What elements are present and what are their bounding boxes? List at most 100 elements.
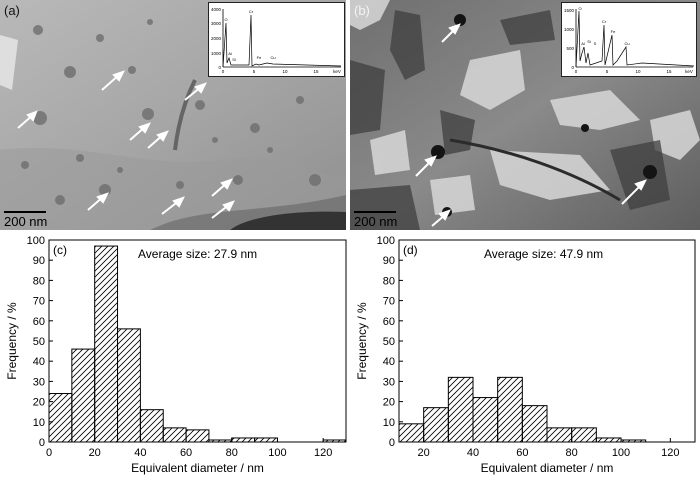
average-size-annotation: Average size: 27.9 nm bbox=[138, 247, 257, 261]
average-size-annotation: Average size: 47.9 nm bbox=[484, 247, 603, 261]
panel-label-b: (b) bbox=[354, 3, 370, 18]
x-tick-label: 60 bbox=[180, 447, 192, 459]
y-tick-label: 80 bbox=[383, 275, 395, 287]
y-tick-label: 10 bbox=[33, 417, 45, 429]
eds-a-peak: Cu bbox=[270, 55, 275, 60]
eds-spectrum-inset-a: 0 1000 2000 3000 4000 0 5 10 15 keV O Al… bbox=[208, 2, 345, 77]
eds-b-x-tick: keV bbox=[685, 69, 693, 74]
eds-b-peak: O bbox=[578, 6, 581, 11]
histogram-bar bbox=[497, 376, 523, 443]
eds-a-x-tick: 5 bbox=[253, 69, 256, 74]
y-tick-label: 50 bbox=[383, 336, 395, 348]
x-tick-label: 20 bbox=[89, 447, 101, 459]
y-tick-label: 100 bbox=[27, 235, 45, 247]
scale-bar-line bbox=[354, 211, 396, 213]
eds-b-y-tick: 1000 bbox=[564, 27, 575, 32]
eds-a-peak: O bbox=[224, 17, 227, 22]
y-tick-label: 90 bbox=[33, 255, 45, 267]
eds-b-x-tick: 0 bbox=[575, 69, 578, 74]
y-tick-label: 40 bbox=[33, 356, 45, 368]
y-tick-label: 0 bbox=[39, 437, 45, 449]
histogram-bar bbox=[423, 407, 449, 443]
micrograph-b: 0 500 1000 1500 0 5 10 15 keV O Al Si S … bbox=[350, 0, 700, 230]
histogram-bar bbox=[571, 427, 597, 443]
eds-b-peak: Cr bbox=[602, 19, 607, 24]
y-tick-label: 40 bbox=[383, 356, 395, 368]
eds-b-x-tick: 10 bbox=[635, 69, 641, 74]
eds-a-peak: Cr bbox=[249, 9, 254, 14]
eds-a-y-tick: 2000 bbox=[211, 36, 222, 41]
histogram-bar bbox=[254, 437, 278, 443]
y-tick-label: 20 bbox=[383, 397, 395, 409]
panel-label: (d) bbox=[403, 243, 418, 257]
eds-b-y-tick: 1500 bbox=[564, 8, 575, 13]
scale-bar-label: 200 nm bbox=[4, 214, 48, 229]
eds-a-x-tick: keV bbox=[333, 69, 341, 74]
y-tick-label: 100 bbox=[377, 235, 395, 247]
x-tick-label: 20 bbox=[418, 447, 430, 459]
histogram-bar bbox=[447, 376, 474, 443]
eds-b-x-tick: 15 bbox=[666, 69, 672, 74]
histogram-bar bbox=[398, 423, 425, 443]
y-tick-label: 30 bbox=[383, 376, 395, 388]
eds-a-x-tick: 10 bbox=[282, 69, 288, 74]
eds-spectrum-inset-b: 0 500 1000 1500 0 5 10 15 keV O Al Si S … bbox=[561, 2, 697, 77]
y-axis-label: Frequency / % bbox=[355, 302, 369, 380]
histogram-bar bbox=[472, 397, 499, 443]
scale-bar-b: 200 nm bbox=[354, 211, 397, 229]
eds-a-y-tick: 3000 bbox=[211, 21, 222, 26]
y-tick-label: 60 bbox=[383, 316, 395, 328]
eds-a-y-tick: 0 bbox=[218, 65, 221, 70]
x-tick-label: 40 bbox=[467, 447, 479, 459]
x-tick-label: 100 bbox=[612, 447, 630, 459]
eds-a-x-tick: 0 bbox=[222, 69, 225, 74]
scale-bar-label: 200 nm bbox=[354, 214, 398, 229]
histogram-bar bbox=[117, 328, 141, 443]
histogram-c: 0 10 20 30 40 50 60 70 80 90 100 0 20 40 60 80 100 120 Equ… bbox=[0, 234, 350, 478]
eds-b-x-tick: 5 bbox=[606, 69, 609, 74]
y-tick-label: 10 bbox=[383, 417, 395, 429]
x-tick-label: 120 bbox=[661, 447, 679, 459]
eds-a-peak: Al bbox=[228, 51, 232, 56]
eds-b-y-tick: 0 bbox=[571, 65, 574, 70]
histogram-bar bbox=[546, 427, 573, 443]
micrograph-a: 0 1000 2000 3000 4000 0 5 10 15 keV O Al… bbox=[0, 0, 346, 230]
histogram-bar bbox=[71, 348, 96, 443]
y-tick-label: 70 bbox=[383, 296, 395, 308]
y-tick-label: 0 bbox=[389, 437, 395, 449]
x-tick-label: 80 bbox=[226, 447, 238, 459]
x-axis-label: Equivalent diameter / nm bbox=[131, 461, 264, 475]
x-tick-label: 80 bbox=[566, 447, 578, 459]
y-tick-label: 60 bbox=[33, 316, 45, 328]
histogram-bar bbox=[48, 393, 73, 443]
histogram-bar bbox=[521, 405, 548, 443]
particle-arrows-b bbox=[415, 23, 647, 227]
eds-b-peak: S bbox=[594, 41, 597, 46]
y-tick-label: 70 bbox=[33, 296, 45, 308]
histogram-bar bbox=[139, 409, 164, 443]
histogram-bar bbox=[231, 437, 256, 443]
scale-bar-line bbox=[4, 211, 46, 213]
histogram-bar bbox=[162, 427, 187, 443]
histogram-bar bbox=[595, 437, 622, 443]
particle-arrows-a bbox=[17, 70, 235, 219]
x-tick-label: 0 bbox=[46, 447, 52, 459]
eds-a-y-tick: 1000 bbox=[211, 51, 222, 56]
y-tick-label: 90 bbox=[383, 255, 395, 267]
histogram-c-svg: 0 10 20 30 40 50 60 70 80 90 100 0 20 40 60 80 100 120 Equ… bbox=[5, 235, 347, 475]
eds-a-peak: Fe bbox=[257, 55, 262, 60]
x-tick-label: 120 bbox=[314, 447, 332, 459]
panel-label: (c) bbox=[53, 243, 67, 257]
x-tick-label: 100 bbox=[268, 447, 286, 459]
histogram-d: 0 10 20 30 40 50 60 70 80 90 100 20 40 60 80 100 120 Equi… bbox=[350, 234, 700, 478]
y-axis-label: Frequency / % bbox=[5, 302, 19, 380]
eds-b-peak: Si bbox=[587, 39, 591, 44]
x-axis-label: Equivalent diameter / nm bbox=[481, 461, 614, 475]
y-tick-label: 20 bbox=[33, 397, 45, 409]
histogram-d-svg: 0 10 20 30 40 50 60 70 80 90 100 20 40 60 80 100 120 Equi… bbox=[355, 235, 696, 475]
y-tick-label: 80 bbox=[33, 275, 45, 287]
x-tick-label: 40 bbox=[134, 447, 146, 459]
scale-bar-a: 200 nm bbox=[4, 211, 47, 229]
eds-b-peak: Cu bbox=[624, 41, 629, 46]
eds-a-y-tick: 4000 bbox=[211, 7, 222, 12]
